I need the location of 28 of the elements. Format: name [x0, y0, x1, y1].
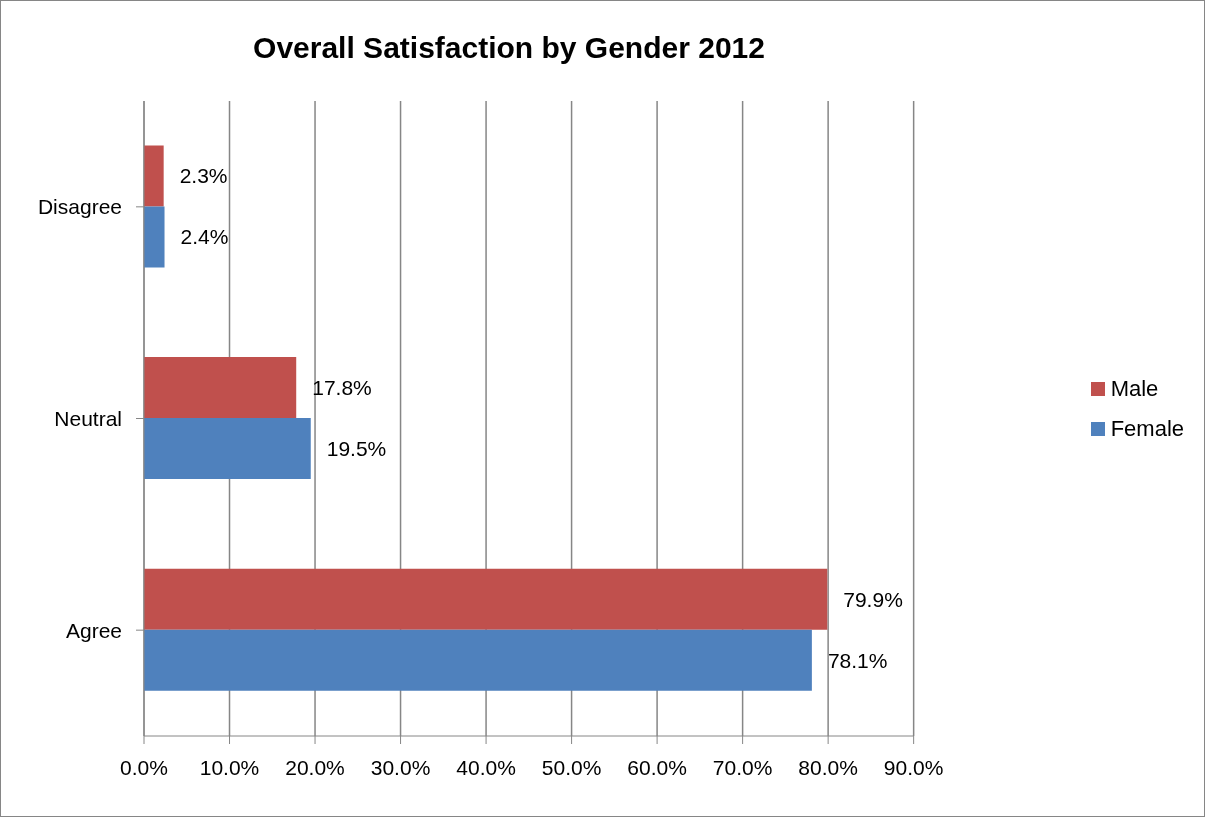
- y-tick-label: Disagree: [37, 195, 122, 219]
- x-tick-label: 60.0%: [627, 755, 687, 779]
- legend-label: Female: [1110, 415, 1184, 442]
- data-label: 78.1%: [827, 648, 888, 672]
- bar: [144, 206, 165, 268]
- data-label: 17.8%: [312, 376, 372, 400]
- data-label: 2.4%: [180, 225, 229, 249]
- bar: [144, 629, 812, 691]
- bar: [144, 145, 164, 207]
- y-tick-label: Agree: [65, 618, 122, 642]
- x-tick-label: 80.0%: [798, 755, 858, 779]
- x-tick-label: 10.0%: [199, 755, 260, 779]
- x-tick-label: 50.0%: [541, 755, 602, 779]
- x-tick-label: 90.0%: [883, 755, 944, 779]
- bar: [144, 418, 311, 480]
- x-tick-label: 70.0%: [712, 755, 773, 779]
- y-tick-label: Neutral: [54, 406, 122, 430]
- x-tick-label: 30.0%: [370, 755, 431, 779]
- data-label: 19.5%: [326, 437, 387, 461]
- bar: [144, 568, 828, 630]
- chart-title: Overall Satisfaction by Gender 2012: [252, 31, 766, 65]
- legend-label: Male: [1110, 375, 1159, 402]
- bar: [144, 357, 297, 419]
- x-tick-label: 40.0%: [456, 755, 516, 779]
- x-tick-label: 20.0%: [285, 755, 345, 779]
- x-tick-label: 0.0%: [120, 755, 168, 779]
- data-label: 2.3%: [179, 164, 228, 188]
- data-label: 79.9%: [843, 587, 903, 611]
